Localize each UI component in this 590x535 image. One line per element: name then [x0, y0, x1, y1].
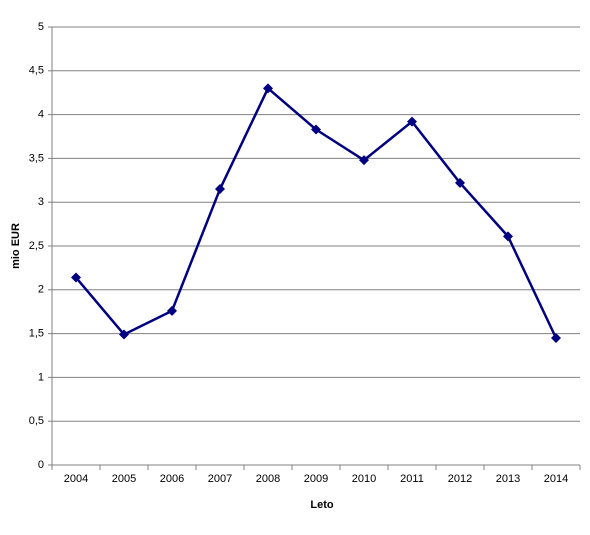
y-tick-label: 3,5	[29, 152, 44, 164]
x-tick-label: 2005	[112, 473, 136, 485]
data-point	[311, 124, 321, 135]
data-point	[71, 272, 81, 283]
x-tick-label: 2009	[304, 473, 328, 485]
data-point	[407, 116, 417, 127]
data-point	[167, 305, 177, 316]
data-point	[359, 155, 369, 166]
x-tick-label: 2012	[448, 473, 472, 485]
x-tick-label: 2004	[64, 473, 88, 485]
x-tick-label: 2011	[400, 473, 424, 485]
data-point	[551, 332, 561, 343]
y-tick-label: 4	[38, 109, 44, 121]
y-tick-label: 0	[38, 459, 44, 471]
data-point	[215, 184, 225, 195]
data-point	[263, 83, 273, 94]
x-tick-label: 2007	[208, 473, 232, 485]
data-point	[455, 177, 465, 188]
y-tick-label: 4,5	[29, 65, 44, 77]
y-tick-label: 3	[38, 196, 44, 208]
y-tick-label: 2	[38, 284, 44, 296]
y-tick-label: 1	[38, 371, 44, 383]
x-tick-label: 2014	[544, 473, 568, 485]
data-point	[119, 329, 129, 340]
data-point	[503, 231, 513, 242]
y-axis-label: mio EUR	[10, 223, 22, 269]
y-tick-label: 0,5	[29, 415, 44, 427]
x-axis-label: Leto	[310, 499, 334, 511]
x-tick-label: 2010	[352, 473, 376, 485]
y-tick-label: 5	[38, 21, 44, 33]
x-tick-label: 2008	[256, 473, 280, 485]
y-tick-label: 1,5	[29, 328, 44, 340]
x-tick-label: 2013	[496, 473, 520, 485]
x-tick-label: 2006	[160, 473, 184, 485]
y-tick-label: 2,5	[29, 240, 44, 252]
